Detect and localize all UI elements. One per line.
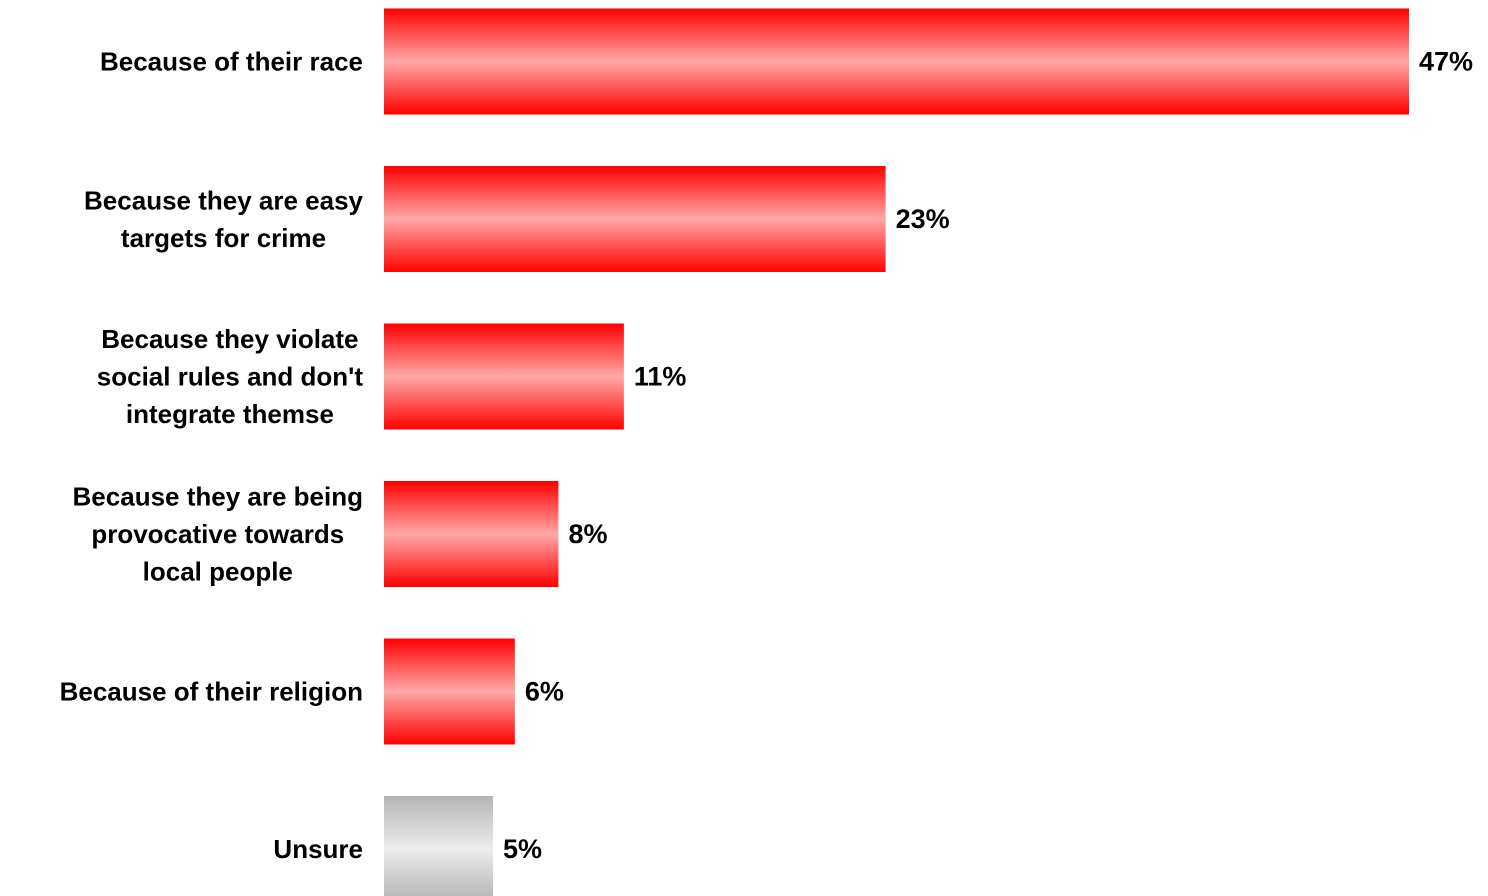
category-label-3-line-0: Because they are being (73, 482, 363, 512)
bar-2 (384, 323, 624, 430)
category-label-3-line-1: provocative towards (91, 519, 344, 549)
category-label-4: Because of their religion (60, 677, 363, 707)
category-label-1: Because they are easy targets for crime (84, 185, 364, 253)
category-label-2-line-0: Because they violate (101, 324, 358, 354)
category-label-0: Because of their race (100, 47, 363, 77)
category-label-2-line-1: social rules and don't (97, 362, 364, 392)
value-label-1: 23% (896, 204, 950, 234)
category-label-3: Because they are being provocative toward… (73, 482, 363, 587)
category-label-3-line-2: local people (143, 557, 293, 587)
category-label-0-line-0: Because of their race (100, 47, 363, 77)
bar-5 (384, 796, 494, 896)
bar-3 (384, 481, 559, 587)
value-labels-group: 47% 23% 11% 8% 6% 5% (503, 47, 1473, 865)
bar-4 (384, 638, 515, 745)
category-label-2-line-2: integrate themse (126, 399, 334, 429)
bar-1 (384, 166, 886, 272)
value-label-4: 6% (525, 677, 564, 707)
value-label-2: 11% (634, 362, 687, 392)
category-label-2: Because they violate social rules and don… (97, 324, 364, 429)
category-label-1-line-0: Because they are easy (84, 185, 364, 215)
category-labels-group: Because of their race Because they are ea… (60, 47, 364, 865)
category-label-1-line-1: targets for crime (121, 223, 326, 253)
value-label-5: 5% (503, 834, 542, 864)
bar-0 (384, 8, 1409, 115)
value-label-0: 47% (1419, 47, 1473, 77)
category-label-5: Unsure (273, 834, 363, 864)
category-label-4-line-0: Because of their religion (60, 677, 363, 707)
category-label-5-line-0: Unsure (273, 834, 363, 864)
value-label-3: 8% (568, 519, 607, 549)
bars-group (384, 8, 1409, 896)
